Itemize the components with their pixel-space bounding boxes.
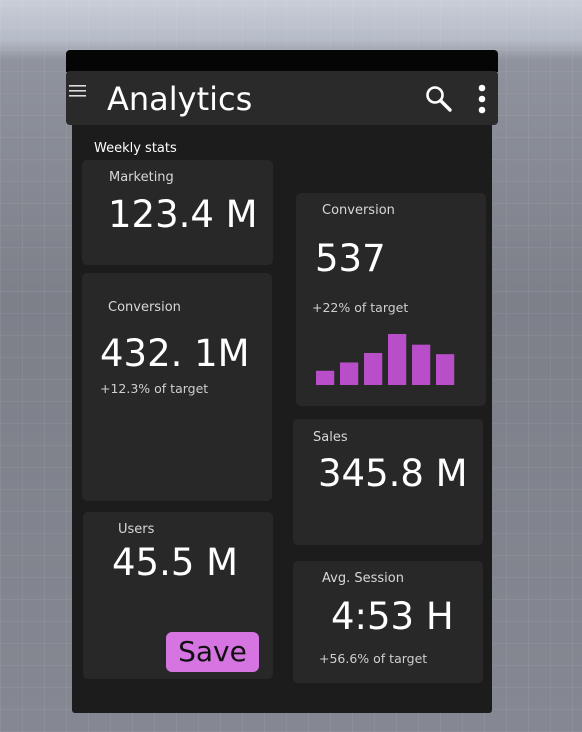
card-label: Users bbox=[118, 522, 155, 537]
more-icon[interactable] bbox=[475, 82, 489, 116]
bar bbox=[340, 362, 359, 385]
card-label: Conversion bbox=[322, 203, 395, 218]
header: Analytics bbox=[66, 71, 498, 125]
bar bbox=[412, 344, 431, 385]
stat-card: Sales 345.8 M bbox=[293, 419, 483, 545]
card-value: 45.5 M bbox=[112, 541, 239, 584]
card-label: Avg. Session bbox=[322, 571, 404, 586]
bar bbox=[436, 354, 455, 385]
mini-bar-chart bbox=[316, 334, 455, 385]
card-note: +22% of target bbox=[312, 300, 409, 315]
bar bbox=[388, 334, 407, 385]
card-label: Sales bbox=[313, 430, 348, 445]
search-icon[interactable] bbox=[425, 85, 453, 113]
panel-top bbox=[66, 50, 498, 72]
stat-card: Avg. Session 4:53 H +56.6% of target bbox=[293, 561, 483, 683]
card-value: 123.4 M bbox=[108, 193, 258, 236]
section-label: Weekly stats bbox=[94, 141, 177, 156]
title: Analytics bbox=[107, 80, 253, 118]
card-value: 345.8 M bbox=[318, 452, 468, 495]
bar bbox=[364, 352, 383, 385]
card-value: 432. 1M bbox=[100, 332, 250, 375]
bar bbox=[316, 370, 335, 385]
card-note: +12.3% of target bbox=[100, 381, 209, 396]
stat-card: Conversion 537 +22% of target bbox=[296, 193, 486, 406]
stat-card: Marketing 123.4 M bbox=[82, 160, 273, 265]
card-value: 4:53 H bbox=[331, 595, 454, 638]
card-note: +56.6% of target bbox=[319, 651, 428, 666]
card-label: Marketing bbox=[109, 170, 174, 185]
save-button[interactable]: Save bbox=[166, 632, 259, 672]
card-value: 537 bbox=[315, 237, 386, 280]
card-label: Conversion bbox=[108, 300, 181, 315]
stat-card: Conversion 432. 1M +12.3% of target bbox=[82, 273, 272, 501]
menu-icon[interactable] bbox=[69, 84, 87, 98]
stat-card: Users 45.5 M Save bbox=[83, 512, 273, 679]
